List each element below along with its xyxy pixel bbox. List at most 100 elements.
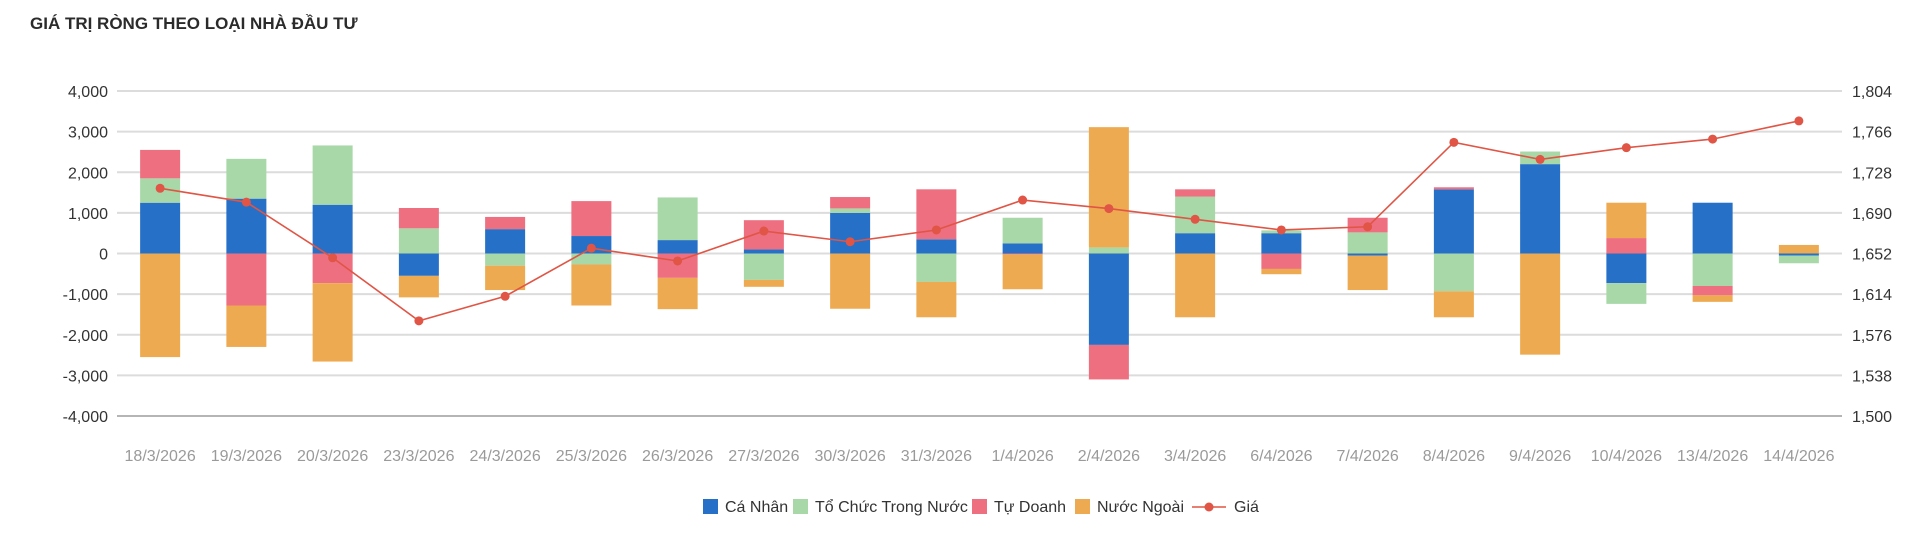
price-point (673, 256, 683, 266)
bar-segment (312, 204, 353, 254)
price-point (500, 291, 510, 301)
x-tick-label: 7/4/2026 (1336, 448, 1398, 465)
x-tick-label: 18/3/2026 (125, 448, 196, 465)
bar-segment (226, 305, 267, 347)
bar-segment (485, 216, 526, 230)
price-point (1621, 143, 1631, 153)
price-point (1276, 225, 1286, 235)
right-tick-label: 1,614 (1852, 287, 1892, 304)
bar-segment (398, 228, 439, 254)
bar-segment (1778, 255, 1819, 264)
bar-segment (1778, 253, 1819, 256)
price-point (1535, 154, 1545, 164)
legend-label: Tổ Chức Trong Nước (815, 498, 968, 516)
bar-segment (743, 279, 784, 287)
x-tick-label: 10/4/2026 (1591, 448, 1662, 465)
left-tick-label: 3,000 (68, 125, 108, 142)
bar-segment (226, 158, 267, 199)
x-tick-label: 27/3/2026 (728, 448, 799, 465)
bar-segment (1347, 232, 1388, 254)
legend-label: Cá Nhân (725, 499, 788, 516)
x-tick-label: 6/4/2026 (1250, 448, 1312, 465)
bar-segment (1606, 283, 1647, 304)
bar-segment (1347, 255, 1388, 291)
right-tick-label: 1,728 (1852, 165, 1892, 182)
bar-segment (1002, 217, 1043, 244)
price-point (1190, 214, 1200, 224)
bar-segment (571, 253, 612, 265)
bar-segment (830, 197, 871, 209)
bar-segment (1088, 253, 1129, 345)
bar-segment (830, 212, 871, 254)
right-tick-label: 1,500 (1852, 409, 1892, 426)
legend-swatch (972, 499, 987, 514)
bar-segment (398, 253, 439, 276)
bar-segment (1433, 253, 1474, 292)
bar-segment (830, 253, 871, 309)
price-line (155, 116, 1804, 326)
x-tick-label: 23/3/2026 (383, 448, 454, 465)
x-tick-label: 30/3/2026 (815, 448, 886, 465)
price-point (1794, 116, 1804, 126)
price-point (241, 197, 251, 207)
legend-label: Nước Ngoài (1097, 499, 1184, 516)
left-axis: 4,000 3,000 2,000 1,000 0 -1,000 -2,000 -3,000 -… (63, 84, 108, 426)
bar-segment (312, 283, 353, 362)
bar-segment (571, 264, 612, 306)
x-tick-label: 13/4/2026 (1677, 448, 1748, 465)
right-tick-label: 1,576 (1852, 328, 1892, 345)
legend: Cá Nhân Tổ Chức Trong Nước Tự Doanh Nước Ng… (703, 498, 1259, 516)
x-tick-label: 1/4/2026 (991, 448, 1053, 465)
bar-segment (1692, 286, 1733, 296)
x-tick-label: 26/3/2026 (642, 448, 713, 465)
left-tick-label: -1,000 (63, 287, 108, 304)
bar-segment (1520, 164, 1561, 254)
bar-segment (1175, 253, 1216, 318)
bar-segment (1261, 253, 1302, 269)
bar-segment (1520, 253, 1561, 355)
bar-segment (140, 253, 181, 358)
x-tick-label: 20/3/2026 (297, 448, 368, 465)
bar-segment (312, 145, 353, 205)
left-tick-label: 0 (99, 247, 108, 264)
bar-segment (1002, 243, 1043, 254)
bar-segment (657, 240, 698, 254)
bar-segment (1002, 253, 1043, 255)
right-tick-label: 1,804 (1852, 84, 1892, 101)
price-point (759, 226, 769, 236)
bar-segment (743, 253, 784, 280)
x-tick-label: 9/4/2026 (1509, 448, 1571, 465)
left-tick-label: -2,000 (63, 328, 108, 345)
price-point (586, 243, 596, 253)
left-tick-label: 2,000 (68, 165, 108, 182)
right-tick-label: 1,538 (1852, 368, 1892, 385)
bar-segment (485, 253, 526, 266)
bar-segment (1088, 127, 1129, 248)
price-line-path (159, 120, 1800, 322)
x-tick-label: 8/4/2026 (1423, 448, 1485, 465)
bar-segment (830, 208, 871, 213)
legend-swatch (1075, 499, 1090, 514)
bar-segment (571, 201, 612, 237)
bars (140, 127, 1819, 380)
legend-line-marker (1204, 502, 1214, 512)
bar-segment (1606, 202, 1647, 239)
bar-segment (916, 239, 957, 254)
bar-segment (1692, 295, 1733, 302)
x-tick-label: 2/4/2026 (1078, 448, 1140, 465)
right-axis: 1,804 1,766 1,728 1,690 1,652 1,614 1,576 1,538… (1852, 84, 1892, 426)
bar-segment (226, 253, 267, 306)
price-point (1018, 195, 1028, 205)
price-point (328, 253, 338, 263)
x-tick-label: 3/4/2026 (1164, 448, 1226, 465)
bar-segment (1002, 254, 1043, 290)
bar-segment (485, 265, 526, 291)
x-tick-label: 31/3/2026 (901, 448, 972, 465)
bar-segment (1692, 202, 1733, 254)
legend-swatch (703, 499, 718, 514)
left-tick-label: -4,000 (63, 409, 108, 426)
price-point (1363, 222, 1373, 232)
bar-segment (1175, 233, 1216, 254)
x-tick-label: 14/4/2026 (1763, 448, 1834, 465)
